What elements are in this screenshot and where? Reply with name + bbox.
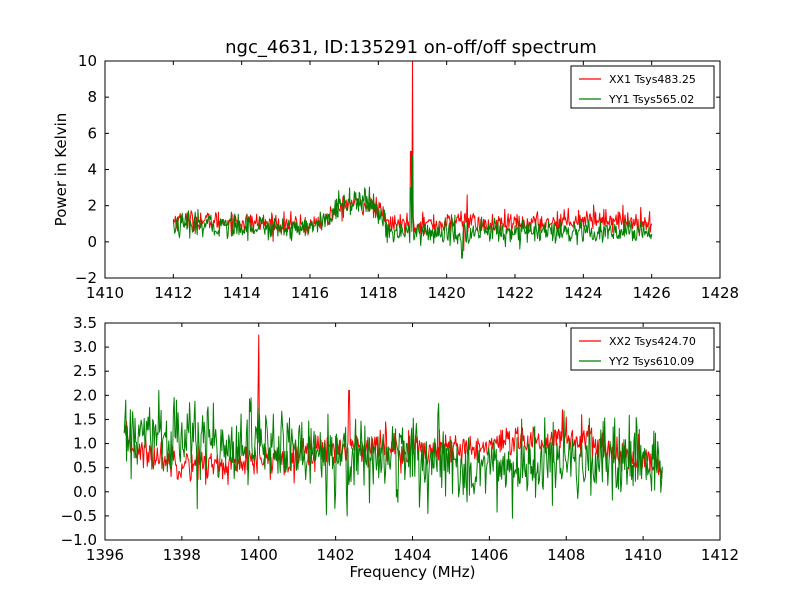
series-group xyxy=(123,334,663,519)
x-tick-label: 1396 xyxy=(86,546,124,564)
bottom-plot: 1396 1398 1400 1402 1404 1406 1408 1410 1412 −1.0… xyxy=(61,314,740,581)
x-tick-label: 1398 xyxy=(163,546,201,564)
x-tick-label: 1414 xyxy=(223,284,261,302)
y-tick-label: 4 xyxy=(87,161,97,179)
y-tick-label: 2 xyxy=(87,197,97,215)
y-tick-label: 0.5 xyxy=(73,459,97,477)
y-tick-label: 10 xyxy=(78,52,97,70)
y-tick-label: −2 xyxy=(75,269,97,287)
y-tick-label: −0.5 xyxy=(61,507,97,525)
x-tick-label: 1406 xyxy=(470,546,508,564)
y-tick-label: −1.0 xyxy=(61,531,97,549)
y-tick-label: 0 xyxy=(87,233,97,251)
legend-label: XX1 Tsys483.25 xyxy=(609,73,696,86)
x-tick-label: 1428 xyxy=(701,284,739,302)
series-line-xx1 xyxy=(172,61,653,252)
x-tick-label: 1412 xyxy=(154,284,192,302)
x-tick-label: 1424 xyxy=(564,284,602,302)
y-tick-label: 1.5 xyxy=(73,410,97,428)
y-tick-label: 8 xyxy=(87,88,97,106)
series-line-yy2 xyxy=(123,390,663,519)
y-tick-label: 3.5 xyxy=(73,314,97,332)
y-tick-label: 6 xyxy=(87,124,97,142)
legend-label: YY1 Tsys565.02 xyxy=(608,93,694,106)
legend-box xyxy=(570,65,715,109)
y-tick-label: 3.0 xyxy=(73,338,97,356)
x-tick-label: 1416 xyxy=(291,284,329,302)
x-tick-label: 1420 xyxy=(428,284,466,302)
y-axis-label: Power in Kelvin xyxy=(52,113,70,227)
y-tick-label: 2.5 xyxy=(73,362,97,380)
series-group xyxy=(172,61,653,259)
legend-label: XX2 Tsys424.70 xyxy=(609,335,696,348)
x-tick-label: 1404 xyxy=(393,546,431,564)
x-tick-label: 1418 xyxy=(359,284,397,302)
x-tick-label: 1400 xyxy=(240,546,278,564)
x-tick-label: 1426 xyxy=(633,284,671,302)
x-tick-label: 1408 xyxy=(547,546,585,564)
x-tick-label: 1402 xyxy=(317,546,355,564)
legend: XX1 Tsys483.25 YY1 Tsys565.02 xyxy=(570,65,715,109)
series-line-xx2 xyxy=(123,334,663,486)
y-tick-label: 0.0 xyxy=(73,483,97,501)
top-plot: 1410 1412 1414 1416 1418 1420 1422 1424 1426 1428… xyxy=(52,52,739,302)
y-tick-label: 2.0 xyxy=(73,386,97,404)
figure-title: ngc_4631, ID:135291 on-off/off spectrum xyxy=(225,37,597,58)
series-line-yy1 xyxy=(172,154,653,259)
x-tick-label: 1412 xyxy=(701,546,739,564)
x-tick-label: 1422 xyxy=(496,284,534,302)
legend: XX2 Tsys424.70 YY2 Tsys610.09 xyxy=(570,327,715,371)
legend-box xyxy=(570,327,715,371)
y-tick-label: 1.0 xyxy=(73,435,97,453)
x-tick-label: 1410 xyxy=(624,546,662,564)
x-tick-label: 1410 xyxy=(86,284,124,302)
x-axis-label: Frequency (MHz) xyxy=(349,563,475,581)
legend-label: YY2 Tsys610.09 xyxy=(608,355,694,368)
